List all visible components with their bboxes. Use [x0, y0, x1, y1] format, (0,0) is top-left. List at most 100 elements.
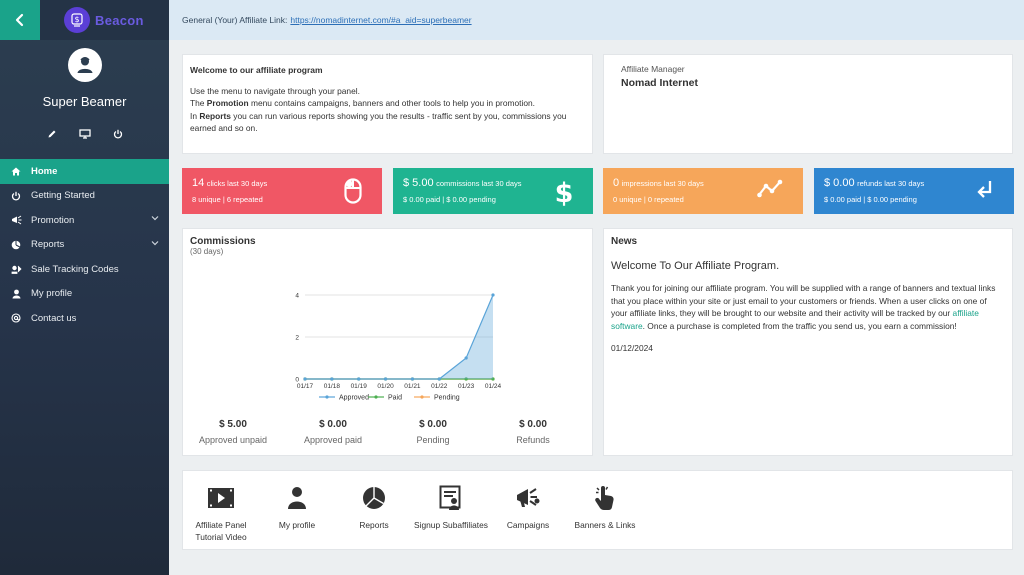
series-line-approved — [305, 294, 494, 380]
data-point-paid — [491, 377, 495, 381]
nav-item-home[interactable]: Home — [0, 159, 169, 184]
commissions-subtitle: (30 days) — [190, 247, 224, 256]
impressions-value: 0 — [613, 177, 620, 189]
x-tick-label: 01/21 — [404, 383, 421, 390]
commissions-value: $ 5.00 — [403, 177, 434, 189]
collapse-sidebar-button[interactable] — [0, 0, 40, 40]
trend-line-icon — [757, 178, 783, 202]
data-point-paid — [464, 377, 468, 381]
sidebar: $ Beacon Super Beamer Home — [0, 0, 169, 575]
total-approved-paid: $ 0.00 Approved paid — [303, 419, 363, 445]
monitor-icon — [78, 129, 91, 139]
shortcut-signup-subaffiliates[interactable]: Signup Subaffiliates — [411, 485, 491, 531]
nav-item-label: My profile — [31, 288, 73, 300]
data-point-approved — [357, 377, 361, 381]
welcome-title: Welcome to our affiliate program — [190, 65, 323, 75]
clicks-value: 14 — [192, 177, 205, 189]
welcome-line-2: The Promotion menu contains campaigns, b… — [190, 98, 535, 109]
user-avatar-icon — [77, 57, 92, 73]
x-tick-label: 01/18 — [324, 383, 341, 390]
chevron-down-icon — [151, 216, 159, 221]
nav-item-label: Home — [31, 165, 58, 177]
commissions-label: commissions last 30 days — [436, 179, 522, 188]
shortcuts-panel: Affiliate Panel Tutorial Video My profil… — [182, 470, 1013, 550]
chevron-left-icon — [15, 13, 24, 27]
welcome-line-3: In Reports you can run various reports s… — [190, 110, 567, 133]
x-tick-label: 01/17 — [297, 383, 314, 390]
legend-marker-approved — [325, 395, 329, 399]
nav-item-reports[interactable]: Reports — [0, 233, 169, 258]
shortcut-my-profile[interactable]: My profile — [257, 485, 337, 531]
welcome-card: Welcome to our affiliate program Use the… — [182, 54, 593, 154]
news-date: 01/12/2024 — [611, 343, 653, 354]
series-area-approved — [305, 295, 493, 379]
stat-refunds[interactable]: $ 0.00 refunds last 30 days $ 0.00 paid … — [814, 168, 1014, 214]
shortcut-campaigns[interactable]: Campaigns — [488, 485, 568, 531]
legend-label-approved: Approved — [339, 395, 369, 402]
commission-totals: $ 5.00 Approved unpaid $ 0.00 Approved pai… — [183, 419, 592, 445]
affiliate-link-label: General (Your) Affiliate Link: — [182, 15, 288, 25]
x-tick-label: 01/24 — [485, 383, 502, 390]
data-point-approved — [437, 377, 441, 381]
news-title: News — [611, 236, 638, 247]
impressions-sub: 0 unique | 0 repeated — [613, 195, 684, 204]
x-tick-label: 01/23 — [458, 383, 475, 390]
avatar[interactable] — [67, 48, 102, 82]
refunds-sub: $ 0.00 paid | $ 0.00 pending — [824, 195, 917, 204]
nav-item-getting-started[interactable]: Getting Started — [0, 184, 169, 209]
mouse-icon — [344, 178, 362, 206]
welcome-line-1: Use the menu to navigate through your pa… — [190, 86, 360, 97]
edit-profile-button[interactable] — [47, 129, 57, 139]
chevron-down-icon — [151, 240, 159, 245]
at-icon — [10, 313, 22, 323]
nav-item-label: Promotion — [31, 214, 75, 226]
nav-item-label: Sale Tracking Codes — [31, 263, 119, 275]
legend-marker-pending — [420, 395, 424, 399]
stat-clicks[interactable]: 14 clicks last 30 days 8 unique | 6 repe… — [182, 168, 382, 214]
clicks-sub: 8 unique | 6 repeated — [192, 195, 263, 204]
shortcut-tutorial-video[interactable]: Affiliate Panel Tutorial Video — [181, 485, 261, 543]
user-name: Super Beamer — [42, 94, 127, 109]
hand-pointer-icon — [565, 485, 645, 511]
main-nav: Home Getting Started Promotion Reports S… — [0, 159, 169, 331]
user-icon — [257, 485, 337, 511]
nav-item-promotion[interactable]: Promotion — [0, 208, 169, 233]
commissions-chart: 0 2 4 01/17 01/18 01/19 01/20 01/21 01/22 01/23 01… — [295, 293, 502, 402]
nav-item-my-profile[interactable]: My profile — [0, 282, 169, 307]
x-tick-label: 01/20 — [377, 383, 394, 390]
brand[interactable]: $ Beacon — [40, 0, 169, 40]
commissions-card: Commissions (30 days) 0 2 4 01/17 01/18 01/19… — [182, 228, 593, 456]
y-tick-label: 2 — [295, 335, 299, 342]
commissions-title: Commissions — [190, 236, 256, 247]
y-tick-label: 4 — [295, 293, 299, 300]
nav-item-sale-tracking-codes[interactable]: Sale Tracking Codes — [0, 257, 169, 282]
shortcut-reports[interactable]: Reports — [334, 485, 414, 531]
nav-item-label: Getting Started — [31, 190, 95, 202]
dollar-icon: $ — [555, 178, 574, 209]
data-point-approved — [410, 377, 415, 381]
view-panel-button[interactable] — [78, 129, 91, 139]
user-icon — [10, 289, 22, 299]
data-point-approved — [383, 377, 388, 381]
svg-text:$: $ — [555, 178, 573, 206]
brand-name: Beacon — [95, 12, 144, 28]
shortcut-banners-links[interactable]: Banners & Links — [565, 485, 645, 531]
stat-impressions[interactable]: 0 impressions last 30 days 0 unique | 0 … — [603, 168, 803, 214]
profile-panel: Super Beamer — [0, 40, 169, 141]
manager-name: Nomad Internet — [621, 77, 699, 89]
pencil-icon — [48, 130, 55, 138]
return-arrow-icon — [976, 178, 994, 202]
news-body: Thank you for joining our affiliate prog… — [611, 283, 996, 331]
refunds-label: refunds last 30 days — [857, 179, 925, 188]
total-refunds: $ 0.00 Refunds — [516, 419, 550, 445]
affiliate-software-link[interactable]: affiliate software — [611, 308, 979, 331]
legend-label-paid: Paid — [388, 395, 402, 402]
news-headline: Welcome To Our Affiliate Program. — [611, 260, 780, 272]
nav-item-contact-us[interactable]: Contact us — [0, 306, 169, 331]
power-icon — [113, 129, 122, 139]
logout-button[interactable] — [113, 129, 123, 139]
stat-commissions[interactable]: $ 5.00 commissions last 30 days $ 0.00 p… — [393, 168, 593, 214]
affiliate-link-bar: General (Your) Affiliate Link: https://n… — [169, 0, 1024, 40]
affiliate-link[interactable]: https://nomadinternet.com/#a_aid=superbe… — [290, 15, 472, 25]
video-icon — [181, 485, 261, 511]
